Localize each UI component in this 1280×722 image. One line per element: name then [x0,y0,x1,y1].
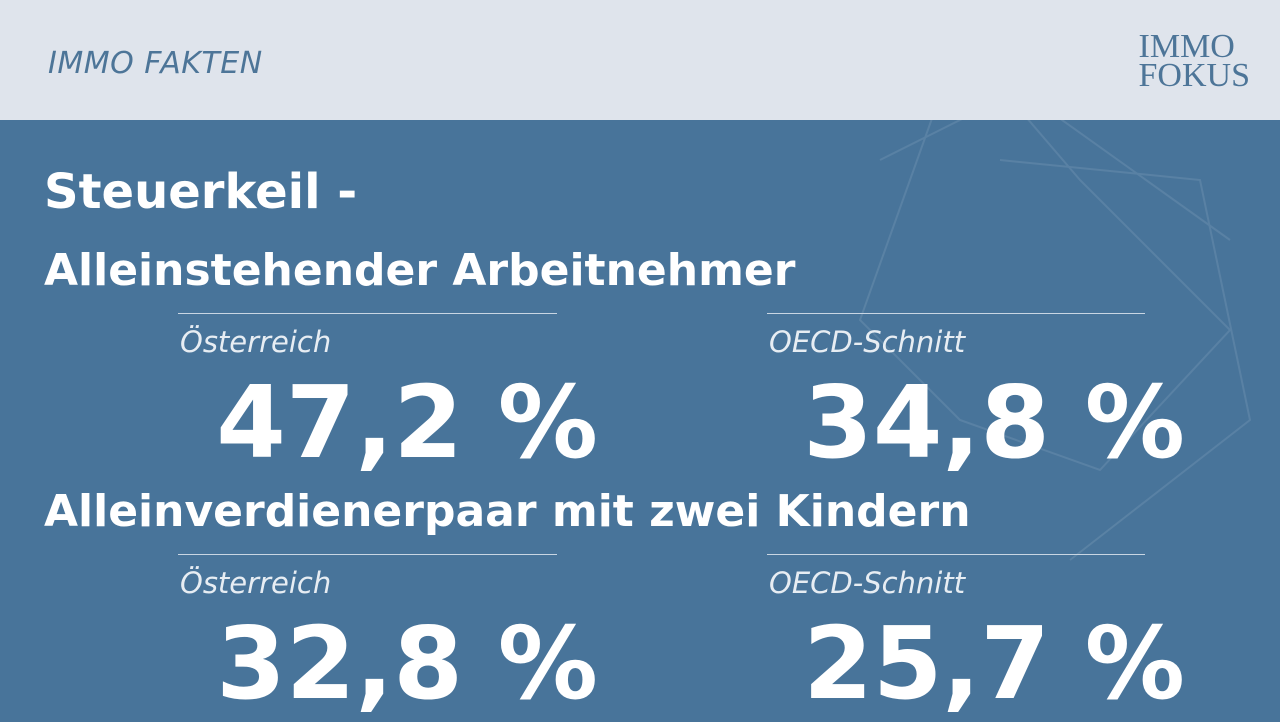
divider [767,554,1145,555]
divider [767,313,1145,314]
logo-line: FOKUS [1138,57,1250,94]
logo-line: IMMO [1138,28,1235,65]
item-label: Österreich [180,566,332,600]
header-title: IMMO FAKTEN [48,46,263,81]
logo: IMMO FOKUS [1138,28,1250,94]
header-bar: IMMO FAKTEN IMMO FOKUS [0,0,1280,120]
item-label: Österreich [180,325,332,359]
item-label: OECD-Schnitt [769,566,966,600]
title: Steuerkeil - [44,164,358,220]
divider [178,554,557,555]
item-value: 32,8 % [216,605,598,722]
divider [178,313,557,314]
item-label: OECD-Schnitt [769,325,966,359]
section-heading: Alleinverdienerpaar mit zwei Kindern [44,486,971,537]
section-heading: Alleinstehender Arbeitnehmer [44,245,796,296]
item-value: 47,2 % [216,364,598,481]
item-value: 25,7 % [803,605,1185,722]
item-value: 34,8 % [803,364,1185,481]
